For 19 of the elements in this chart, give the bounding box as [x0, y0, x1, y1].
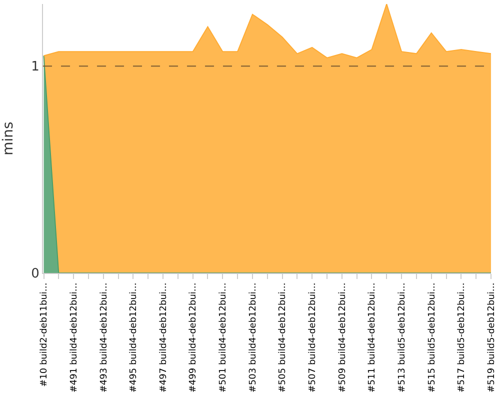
- x-tick-label: #509 build4-deb12bui…: [338, 282, 348, 393]
- x-tick-label: #507 build4-deb12bui…: [308, 282, 318, 393]
- x-tick-label: #515 build5-deb12bui…: [427, 282, 438, 393]
- x-tick-label: #517 build5-deb12bui…: [457, 282, 468, 393]
- y-axis-title: mins: [0, 122, 17, 156]
- x-tick-label: #519 build5-deb12bui…: [486, 282, 497, 393]
- y-tick-label: 1: [31, 60, 40, 75]
- y-tick-label: 0: [31, 266, 40, 282]
- x-tick-label: #10 build2-deb11bui…: [40, 282, 50, 387]
- x-tick-label: #495 build4-deb12bui…: [129, 282, 140, 393]
- x-tick-label: #491 build4-deb12bui…: [69, 282, 80, 393]
- x-tick-label: #513 build5-deb12bui…: [397, 282, 408, 393]
- x-tick-label: #505 build4-deb12bui…: [278, 282, 288, 393]
- x-tick-label: #501 build4-deb12bui…: [218, 282, 229, 393]
- x-tick-label: #493 build4-deb12bui…: [99, 282, 110, 393]
- x-tick-label: #511 build4-deb12bui…: [368, 282, 378, 393]
- x-tick-label: #497 build4-deb12bui…: [158, 282, 169, 393]
- x-tick-label: #499 build4-deb12bui…: [188, 282, 199, 393]
- x-tick-label: #503 build4-deb12bui…: [248, 282, 258, 393]
